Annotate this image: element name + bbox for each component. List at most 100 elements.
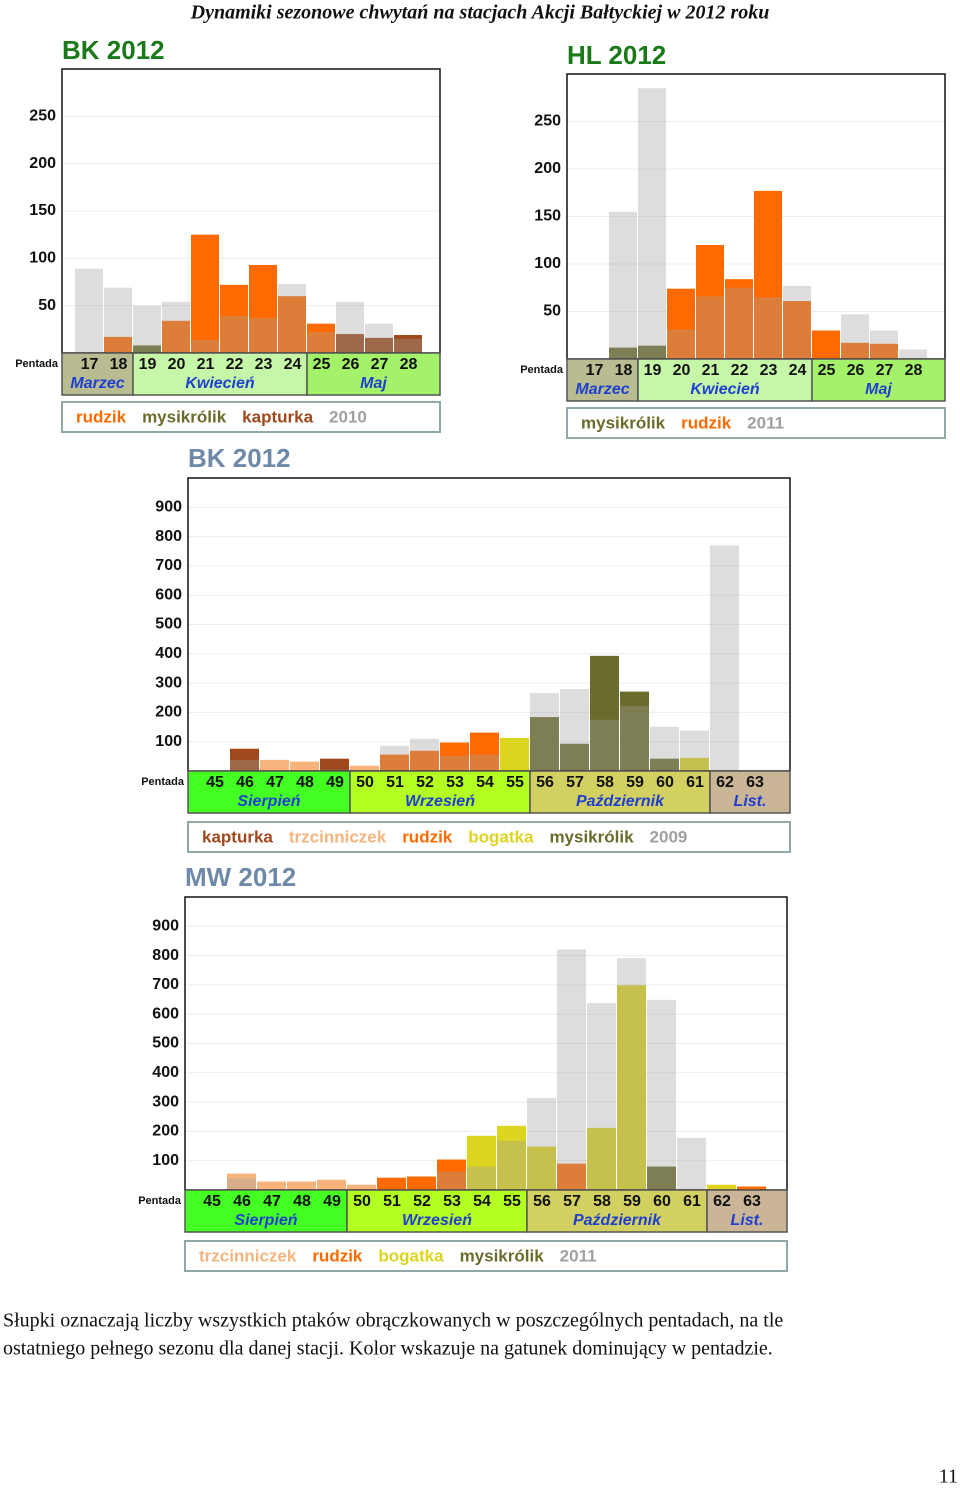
x-tick-label: 28 <box>400 356 418 373</box>
bar <box>440 742 469 771</box>
legend-entry: 2011 <box>747 413 784 432</box>
y-tick-label: 200 <box>155 704 182 721</box>
bar <box>696 296 724 359</box>
month-cell <box>706 1189 788 1233</box>
x-tick-label: 60 <box>656 774 674 791</box>
chart-title: MW 2012 <box>185 862 296 892</box>
month-label: List. <box>731 1212 764 1229</box>
x-tick-label: 28 <box>905 362 923 379</box>
bar <box>677 1137 706 1190</box>
bar <box>104 287 132 353</box>
x-tick-label: 24 <box>284 356 302 373</box>
legend-entry: 2011 <box>560 1246 597 1265</box>
y-tick-label: 100 <box>29 250 56 267</box>
y-tick-label: 300 <box>155 674 182 691</box>
caption-line: ostatniego pełnego sezonu dla danej stac… <box>3 1338 773 1360</box>
bar <box>620 705 649 771</box>
x-tick-label: 18 <box>615 362 633 379</box>
y-tick-label: 100 <box>534 255 561 272</box>
x-axis-label: Pentada <box>15 358 59 370</box>
month-cell <box>526 1189 708 1233</box>
legend-entry: 2009 <box>650 827 688 846</box>
bar <box>725 287 753 359</box>
bar <box>347 1184 376 1190</box>
bar <box>317 1179 346 1190</box>
month-label: Marzec <box>575 381 629 398</box>
bar <box>278 283 306 353</box>
bar <box>527 1146 556 1190</box>
x-tick-label: 18 <box>110 356 128 373</box>
x-tick-label: 19 <box>644 362 662 379</box>
bar <box>220 284 248 353</box>
x-tick-label: 57 <box>563 1193 581 1210</box>
bar <box>527 1097 556 1190</box>
month-cell <box>566 358 639 402</box>
bar <box>638 88 666 359</box>
x-tick-label: 58 <box>593 1193 611 1210</box>
month-cell <box>709 770 791 814</box>
bar <box>737 1186 766 1190</box>
bar <box>870 343 898 359</box>
x-tick-label: 49 <box>326 774 344 791</box>
bar <box>650 758 679 771</box>
bar <box>380 745 409 771</box>
legend-entry: kapturka <box>202 827 273 846</box>
x-tick-label: 46 <box>236 774 254 791</box>
bar <box>437 1159 466 1190</box>
bar <box>320 758 349 771</box>
bar <box>220 316 248 353</box>
bar <box>133 305 161 353</box>
x-tick-label: 25 <box>818 362 836 379</box>
bar <box>647 999 676 1190</box>
x-tick-label: 54 <box>476 774 494 791</box>
legend-entry: rudzik <box>312 1246 363 1265</box>
x-tick-label: 54 <box>473 1193 491 1210</box>
bar <box>667 288 695 359</box>
x-tick-label: 63 <box>743 1193 761 1210</box>
bar <box>650 726 679 771</box>
bar <box>870 330 898 359</box>
bar <box>307 332 335 353</box>
x-tick-label: 47 <box>263 1193 281 1210</box>
x-tick-label: 24 <box>789 362 807 379</box>
y-tick-label: 250 <box>534 113 561 130</box>
x-tick-label: 21 <box>702 362 720 379</box>
legend-entry: mysikrólik <box>142 407 227 426</box>
y-tick-label: 600 <box>152 1005 179 1022</box>
bar <box>497 1125 526 1190</box>
x-tick-label: 63 <box>746 774 764 791</box>
bar <box>380 754 409 771</box>
month-label: List. <box>734 793 767 810</box>
x-tick-label: 53 <box>446 774 464 791</box>
y-tick-label: 700 <box>155 557 182 574</box>
y-tick-label: 150 <box>534 208 561 225</box>
x-tick-label: 62 <box>716 774 734 791</box>
legend-entry: mysikrólik <box>549 827 634 846</box>
bar <box>249 264 277 353</box>
x-tick-label: 23 <box>255 356 273 373</box>
bar <box>470 754 499 771</box>
bar <box>437 1171 466 1190</box>
bar <box>278 296 306 353</box>
month-label: Maj <box>360 375 387 392</box>
y-tick-label: 700 <box>152 976 179 993</box>
x-tick-label: 53 <box>443 1193 461 1210</box>
bar <box>841 314 869 359</box>
bar <box>609 347 637 359</box>
bar <box>290 761 319 771</box>
y-tick-label: 200 <box>534 160 561 177</box>
bar <box>587 1003 616 1190</box>
month-label: Wrzesień <box>402 1212 472 1229</box>
x-tick-label: 55 <box>506 774 524 791</box>
month-cell <box>132 352 308 396</box>
bar <box>365 337 393 353</box>
x-tick-label: 50 <box>353 1193 371 1210</box>
bar <box>249 317 277 353</box>
bar <box>557 1163 586 1190</box>
x-axis-label: Pentada <box>520 364 564 376</box>
y-tick-label: 400 <box>152 1064 179 1081</box>
x-tick-label: 48 <box>296 774 314 791</box>
bar <box>812 330 840 359</box>
x-tick-label: 49 <box>323 1193 341 1210</box>
